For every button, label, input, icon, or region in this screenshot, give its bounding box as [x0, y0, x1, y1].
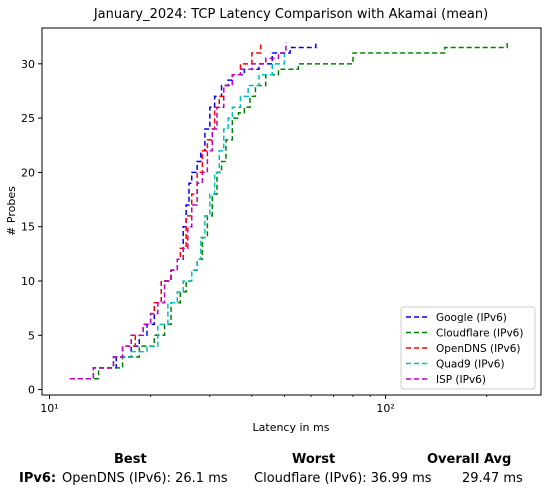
series-line — [69, 42, 317, 380]
y-tick-label: 20 — [21, 166, 35, 179]
worst-header: Worst — [292, 452, 336, 467]
y-tick-label: 15 — [21, 221, 35, 234]
y-tick-label: 30 — [21, 58, 35, 71]
legend-label: ISP (IPv6) — [436, 374, 486, 386]
legend-label: Google (IPv6) — [436, 312, 507, 324]
legend-label: Cloudflare (IPv6) — [436, 328, 523, 340]
best-header: Best — [114, 452, 147, 467]
series-line — [69, 52, 286, 380]
legend-box — [400, 306, 536, 390]
legend-label: OpenDNS (IPv6) — [436, 343, 521, 355]
x-axis: 10¹ 10² — [40, 395, 488, 415]
y-tick-label: 5 — [28, 329, 35, 342]
best-value: OpenDNS (IPv6): 26.1 ms — [62, 471, 228, 486]
y-axis: 0 5 10 15 20 25 30 — [21, 58, 42, 397]
y-tick-label: 0 — [28, 384, 35, 397]
x-axis-label: Latency in ms — [253, 421, 330, 434]
chart-title: January_2024: TCP Latency Comparison wit… — [93, 7, 488, 22]
legend: Google (IPv6) Cloudflare (IPv6) OpenDNS (I… — [400, 306, 536, 390]
y-tick-label: 25 — [21, 112, 35, 125]
series-line — [69, 42, 508, 380]
series-group — [69, 42, 508, 380]
worst-value: Cloudflare (IPv6): 36.99 ms — [254, 471, 432, 486]
legend-label: Quad9 (IPv6) — [436, 359, 505, 371]
y-tick-label: 10 — [21, 275, 35, 288]
summary-row-label: IPv6: — [19, 471, 57, 486]
y-axis-label: # Probes — [5, 186, 18, 236]
x-tick-label: 10² — [376, 402, 394, 415]
overall-avg-header: Overall Avg — [427, 452, 512, 467]
latency-chart: January_2024: TCP Latency Comparison wit… — [5, 7, 542, 434]
x-tick-label: 10¹ — [40, 402, 58, 415]
overall-avg-value: 29.47 ms — [462, 471, 523, 486]
series-line — [69, 42, 287, 380]
